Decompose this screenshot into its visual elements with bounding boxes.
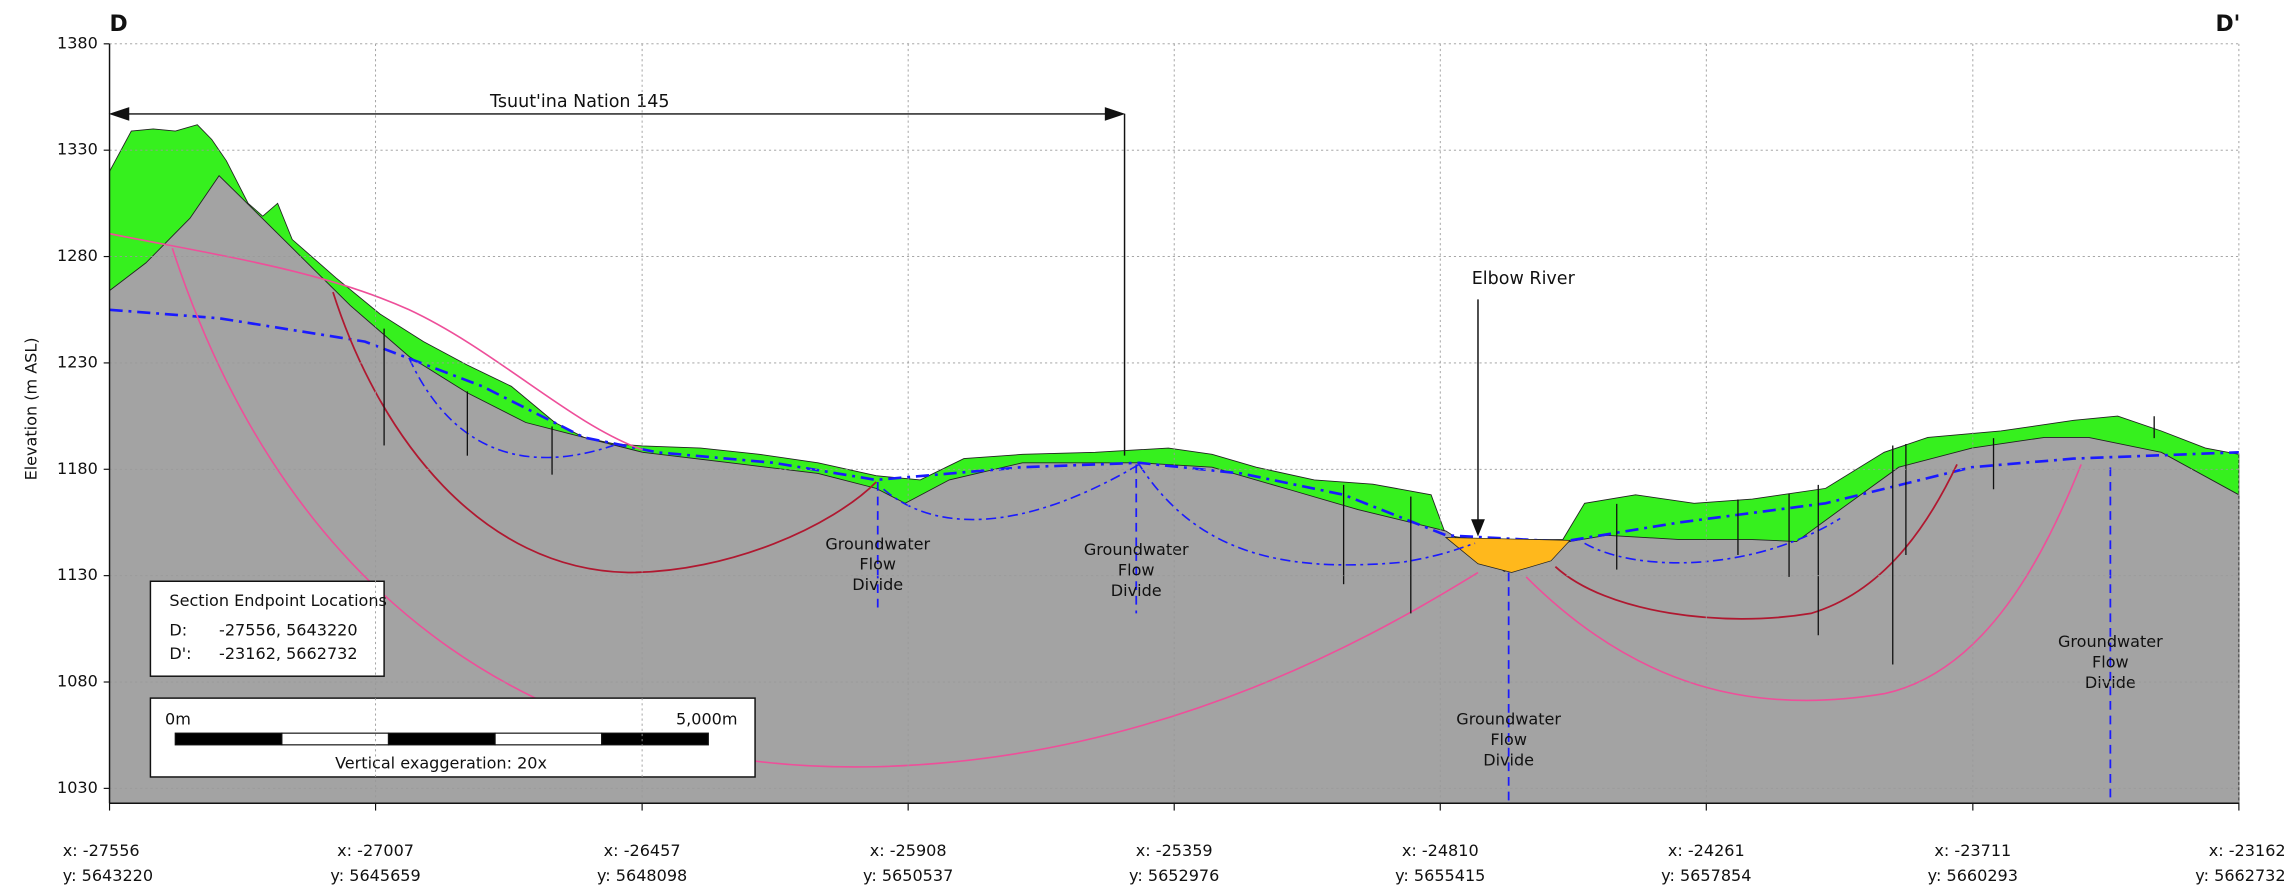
y-tick-label: 1280 <box>57 246 98 265</box>
arrow-head <box>1471 519 1485 537</box>
divide-label: Flow <box>1118 561 1155 580</box>
river-arrow <box>1471 299 1485 537</box>
endpoint-d: D <box>110 12 128 37</box>
x-tick-label: x: -23162 <box>2209 841 2286 860</box>
arrow-head <box>108 107 130 121</box>
y-tick-label: 1330 <box>57 140 98 159</box>
flow-line <box>171 248 1479 768</box>
scale-seg <box>494 732 603 746</box>
divide-label: Divide <box>1111 581 1162 600</box>
x-tick-sublabel: y: 5662732 <box>2195 866 2285 885</box>
scale-bar <box>174 732 709 746</box>
y-axis-label: Elevation (m ASL) <box>22 337 41 480</box>
water-table <box>109 308 2239 543</box>
x-tick-sublabel: y: 5655415 <box>1395 866 1485 885</box>
overlay: Section Endpoint Locations D: -27556, 56… <box>22 12 2240 801</box>
x-tick-sublabel: y: 5643220 <box>63 866 153 885</box>
boundary-label: Tsuut'ina Nation 145 <box>489 92 669 112</box>
x-tick-sublabel: y: 5645659 <box>330 866 420 885</box>
x-tick-label: x: -24261 <box>1668 841 1745 860</box>
scale-seg <box>174 732 283 746</box>
divide-label: Flow <box>859 555 896 574</box>
arrow-head <box>1104 107 1126 121</box>
x-tick-sublabel: y: 5652976 <box>1129 866 1219 885</box>
scale-seg <box>387 732 496 746</box>
scale-seg <box>281 732 390 746</box>
scale-note: Vertical exaggeration: 20x <box>335 753 547 772</box>
axes: 1030 1080 1130 1180 1230 1280 1330 1380 x: -2755… <box>57 33 2286 884</box>
endpoint-coords: -27556, 5643220 <box>219 620 358 639</box>
y-tick-label: 1380 <box>57 33 98 52</box>
divide-label: Groundwater <box>1084 540 1189 559</box>
x-tick-sublabel: y: 5660293 <box>1928 866 2018 885</box>
x-tick-sublabel: y: 5648098 <box>597 866 687 885</box>
y-tick-label: 1030 <box>57 778 98 797</box>
divide-label: Flow <box>1490 730 1527 749</box>
flow-line <box>332 291 877 574</box>
y-tick-label: 1130 <box>57 565 98 584</box>
x-tick-label: x: -27556 <box>63 841 140 860</box>
flow-line <box>1525 464 2082 702</box>
endpoint-coords: -23162, 5662732 <box>219 644 358 663</box>
boreholes <box>383 328 2155 665</box>
y-tick-label: 1080 <box>57 672 98 691</box>
x-tick-sublabel: y: 5657854 <box>1661 866 1751 885</box>
divide-label: Groundwater <box>825 534 930 553</box>
flow-line <box>109 232 643 451</box>
x-tick-label: x: -23711 <box>1934 841 2011 860</box>
endpoint-title: Section Endpoint Locations <box>169 591 386 610</box>
scale-start: 0m <box>165 710 191 729</box>
endpoint-box <box>149 580 385 677</box>
x-tick-label: x: -25359 <box>1136 841 1213 860</box>
divide-label: Divide <box>2085 673 2136 692</box>
scale-end: 5,000m <box>676 710 738 729</box>
flow-line <box>408 357 614 459</box>
x-tick-label: x: -25908 <box>870 841 947 860</box>
y-tick-label: 1230 <box>57 352 98 371</box>
divide-label: Groundwater <box>1456 710 1561 729</box>
divide-label: Divide <box>852 575 903 594</box>
river-label: Elbow River <box>1472 269 1576 289</box>
flow-line <box>1554 464 1958 620</box>
flow-line <box>1138 463 1476 566</box>
scale-seg <box>601 732 709 746</box>
flow-line <box>883 463 1140 521</box>
y-tick-label: 1180 <box>57 459 98 478</box>
divide-label: Groundwater <box>2058 632 2163 651</box>
x-tick-label: x: -24810 <box>1402 841 1479 860</box>
x-tick-sublabel: y: 5650537 <box>863 866 953 885</box>
endpoint-label: D: <box>169 620 187 639</box>
river-fill <box>1444 537 1571 573</box>
flow-line <box>1584 517 1841 564</box>
x-tick-label: x: -26457 <box>604 841 681 860</box>
divide-label: Divide <box>1483 750 1534 769</box>
endpoint-d-prime: D' <box>2215 12 2240 37</box>
divide-label: Flow <box>2092 653 2129 672</box>
boundary-arrow <box>108 107 1126 456</box>
x-tick-label: x: -27007 <box>337 841 414 860</box>
endpoint-label: D': <box>169 644 191 663</box>
